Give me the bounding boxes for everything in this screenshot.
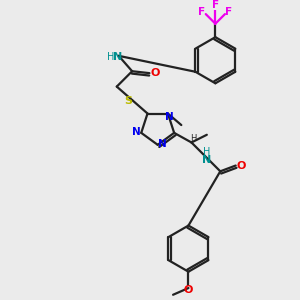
Text: O: O	[184, 285, 193, 295]
Text: H: H	[190, 134, 196, 143]
Text: N: N	[113, 52, 122, 62]
Text: O: O	[151, 68, 160, 78]
Text: H: H	[203, 147, 211, 157]
Text: N: N	[158, 139, 167, 149]
Text: S: S	[124, 96, 132, 106]
Text: F: F	[198, 7, 206, 17]
Text: N: N	[165, 112, 174, 122]
Text: O: O	[237, 160, 246, 170]
Text: F: F	[212, 0, 219, 11]
Text: N: N	[202, 155, 212, 165]
Text: N: N	[132, 127, 141, 137]
Text: F: F	[225, 7, 233, 17]
Text: H: H	[107, 52, 115, 62]
